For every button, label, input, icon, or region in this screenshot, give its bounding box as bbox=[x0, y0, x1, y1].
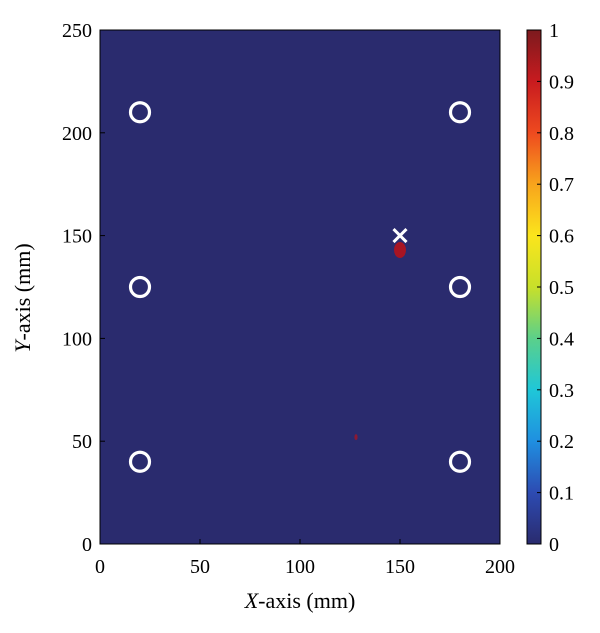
x-tick-label: 0 bbox=[95, 556, 105, 578]
y-tick-label: 200 bbox=[62, 123, 92, 145]
colorbar-tick-label: 0.2 bbox=[549, 431, 574, 453]
colorbar-tick-label: 0.8 bbox=[549, 123, 574, 145]
colorbar-tick-label: 0.7 bbox=[549, 174, 574, 196]
colorbar-tick-label: 0.6 bbox=[549, 226, 574, 248]
x-axis-label-italic: X bbox=[244, 588, 260, 613]
x-axis-label-rest: -axis (mm) bbox=[258, 588, 355, 613]
y-axis-label: Y-axis (mm) bbox=[10, 243, 35, 352]
hotspot-mark bbox=[394, 241, 406, 258]
y-tick-label: 150 bbox=[62, 226, 92, 248]
y-tick-label: 0 bbox=[82, 534, 92, 556]
source-x-marker bbox=[392, 228, 408, 244]
y-axis-label-rest: -axis (mm) bbox=[10, 243, 35, 340]
sensor-marker bbox=[128, 101, 152, 124]
x-axis-label: X-axis (mm) bbox=[244, 588, 356, 613]
colorbar-tick-label: 1 bbox=[549, 20, 559, 42]
sensor-marker bbox=[128, 450, 152, 473]
heatmap-field bbox=[100, 30, 500, 544]
hotspot-mark bbox=[354, 434, 358, 441]
x-tick-label: 100 bbox=[285, 556, 315, 578]
sensor-marker bbox=[448, 450, 472, 473]
source-x-stroke bbox=[392, 228, 408, 244]
x-tick-label: 50 bbox=[190, 556, 210, 578]
y-tick-label: 50 bbox=[72, 431, 92, 453]
x-tick-label: 200 bbox=[485, 556, 515, 578]
x-tick-label: 150 bbox=[385, 556, 415, 578]
colorbar-tick-label: 0.4 bbox=[549, 328, 574, 350]
y-axis-label-italic: Y bbox=[10, 338, 35, 353]
colorbar-tick-label: 0.3 bbox=[549, 380, 574, 402]
colorbar-tick-label: 0.5 bbox=[549, 277, 574, 299]
sensor-marker bbox=[448, 101, 472, 124]
y-tick-label: 250 bbox=[62, 20, 92, 42]
colorbar-tick-label: 0.1 bbox=[549, 483, 574, 505]
y-tick-label: 100 bbox=[62, 328, 92, 350]
colorbar-tick-label: 0 bbox=[549, 534, 559, 556]
sensor-marker bbox=[128, 275, 152, 299]
colorbar-tick-label: 0.9 bbox=[549, 71, 574, 93]
sensor-marker bbox=[448, 275, 472, 299]
